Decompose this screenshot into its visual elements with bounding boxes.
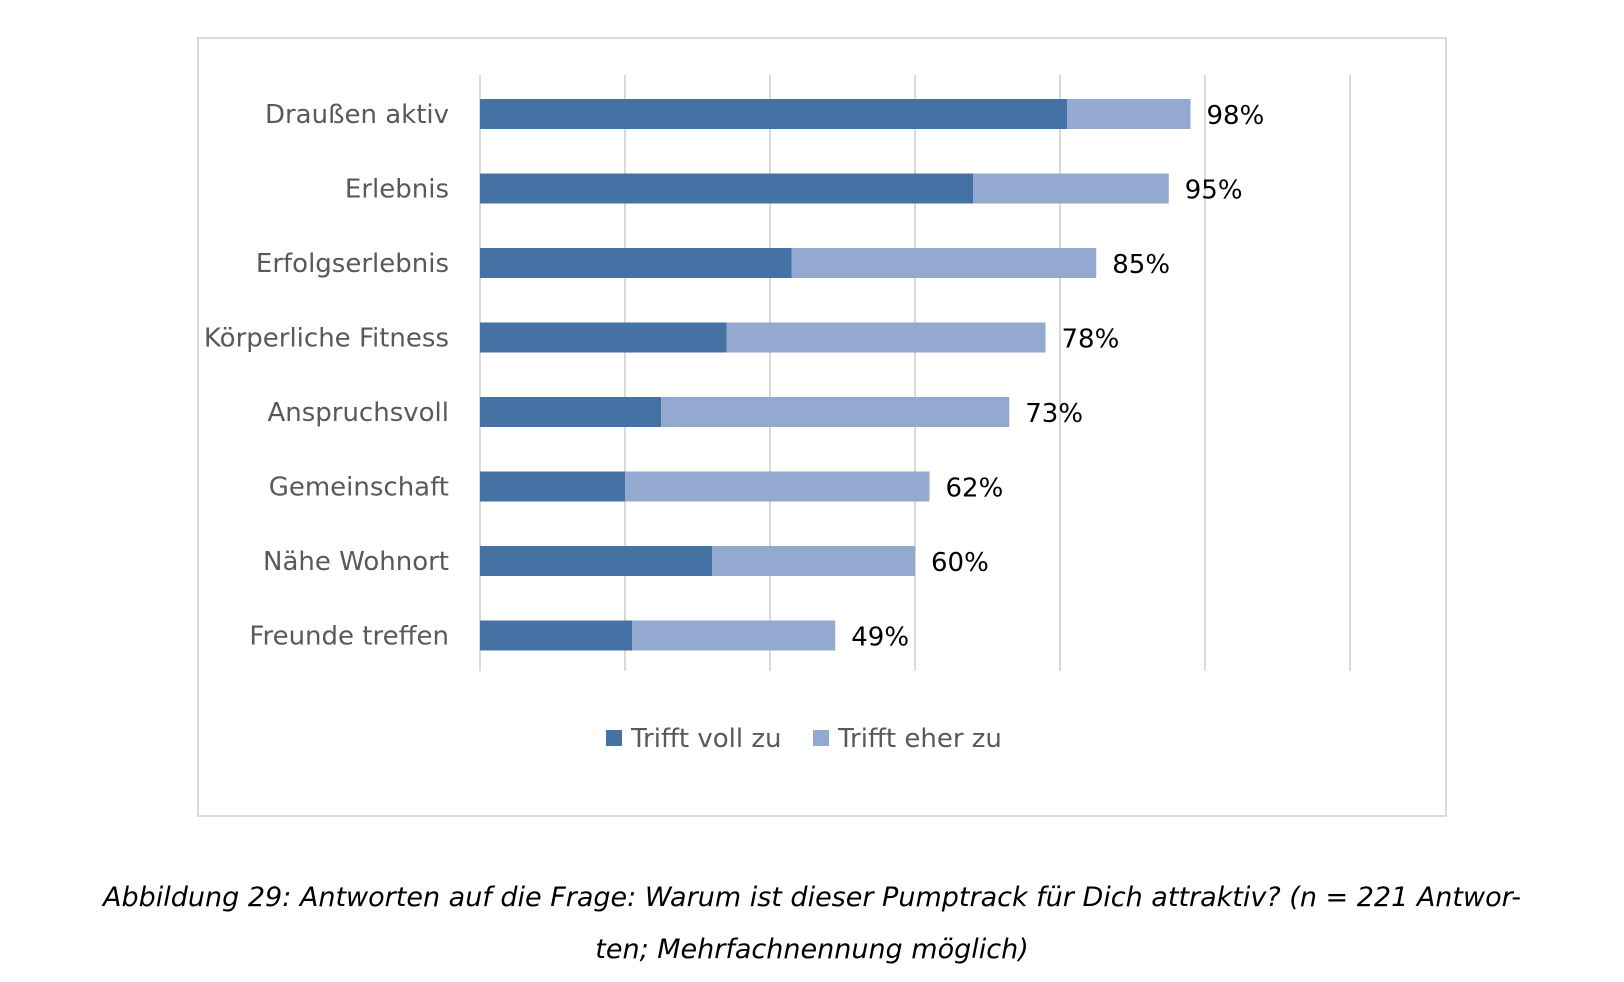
stacked-bar-chart: Draußen aktiv 98% Erlebnis 95% Erfolgserlebn… (204, 75, 1351, 754)
bar-segment-voll (480, 322, 727, 353)
bar-segment-voll (480, 620, 633, 651)
total-value-label: 62% (946, 474, 1004, 504)
bar-segment-eher (973, 173, 1169, 204)
legend: Trifft voll zu Trifft eher zu (606, 724, 1002, 754)
total-value-label: 95% (1185, 176, 1243, 206)
bar-segment-eher (661, 397, 1010, 427)
caption-line-1: Abbildung 29: Antworten auf die Frage: W… (103, 882, 1521, 913)
legend-swatch (606, 730, 622, 746)
bars (480, 99, 1191, 651)
category-label: Gemeinschaft (269, 473, 449, 503)
total-value-label: 60% (931, 548, 989, 578)
bar-segment-eher (632, 620, 836, 651)
labels: Draußen aktiv 98% Erlebnis 95% Erfolgserlebn… (204, 100, 1264, 653)
gridlines (479, 75, 1351, 671)
legend-entry-label: Trifft voll zu (630, 724, 781, 754)
category-label: Anspruchsvoll (267, 398, 449, 428)
category-label: Erfolgserlebnis (256, 249, 449, 279)
legend-entry-label: Trifft eher zu (837, 724, 1002, 754)
caption-line-2: ten; Mehrfachnennung möglich) (595, 934, 1029, 965)
total-value-label: 98% (1207, 101, 1265, 131)
bar-segment-voll (480, 99, 1068, 129)
category-label: Draußen aktiv (265, 100, 449, 130)
bar-segment-eher (625, 471, 930, 502)
bar-segment-eher (726, 322, 1046, 353)
bar-segment-voll (480, 397, 662, 427)
bar-segment-voll (480, 173, 973, 204)
category-label: Nähe Wohnort (263, 547, 449, 577)
category-label: Körperliche Fitness (204, 324, 449, 354)
legend-swatch (813, 730, 829, 746)
total-value-label: 49% (851, 623, 909, 653)
category-label: Freunde treffen (249, 622, 449, 652)
category-label: Erlebnis (345, 175, 449, 205)
total-value-label: 85% (1112, 250, 1170, 280)
bar-segment-voll (480, 546, 712, 576)
bar-segment-voll (480, 471, 625, 502)
total-value-label: 73% (1025, 399, 1083, 429)
bar-segment-eher (712, 546, 915, 576)
bar-segment-voll (480, 248, 792, 278)
bar-segment-eher (1067, 99, 1191, 129)
bar-segment-eher (791, 248, 1097, 278)
total-value-label: 78% (1062, 325, 1120, 355)
figure-caption: Abbildung 29: Antworten auf die Frage: W… (40, 872, 1584, 976)
chart-frame: Draußen aktiv 98% Erlebnis 95% Erfolgserlebn… (197, 37, 1447, 817)
